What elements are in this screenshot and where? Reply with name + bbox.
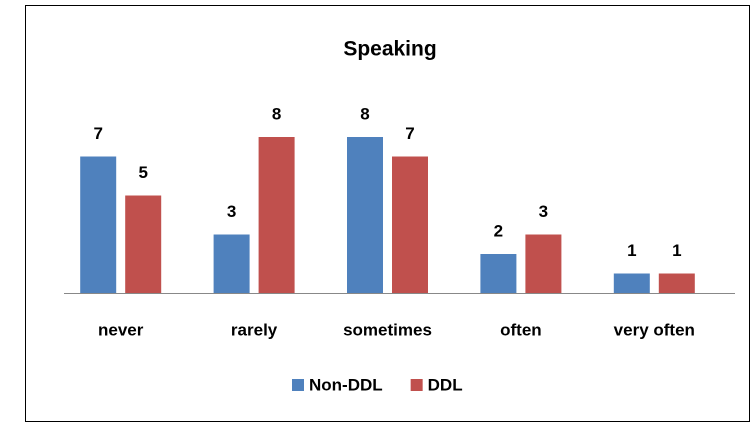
legend-swatch: [292, 379, 304, 391]
data-label: 7: [405, 124, 414, 143]
x-tick-label: rarely: [231, 320, 278, 339]
bar: [213, 234, 250, 293]
bar: [80, 156, 117, 293]
bar: [392, 156, 428, 293]
data-label: 7: [93, 124, 102, 143]
x-tick-label: never: [98, 320, 144, 339]
data-label: 1: [627, 241, 636, 260]
bar: [480, 254, 517, 293]
data-label: 2: [494, 221, 503, 240]
data-label: 3: [227, 202, 236, 221]
bar: [125, 195, 162, 293]
bar: [658, 273, 695, 293]
legend-label: DDL: [428, 375, 463, 394]
x-tick-label: often: [500, 320, 542, 339]
x-tick-label: sometimes: [343, 320, 432, 339]
data-label: 8: [360, 104, 369, 123]
x-tick-label: very often: [614, 320, 695, 339]
data-label: 1: [672, 241, 681, 260]
bar: [347, 137, 383, 293]
data-label: 8: [272, 104, 281, 123]
data-label: 5: [138, 163, 147, 182]
bar: [613, 273, 650, 293]
legend-swatch: [410, 379, 423, 391]
data-label: 3: [539, 202, 548, 221]
bar: [258, 137, 295, 293]
chart-title: Speaking: [343, 38, 436, 61]
bar: [525, 234, 562, 293]
legend-label: Non-DDL: [309, 375, 383, 394]
